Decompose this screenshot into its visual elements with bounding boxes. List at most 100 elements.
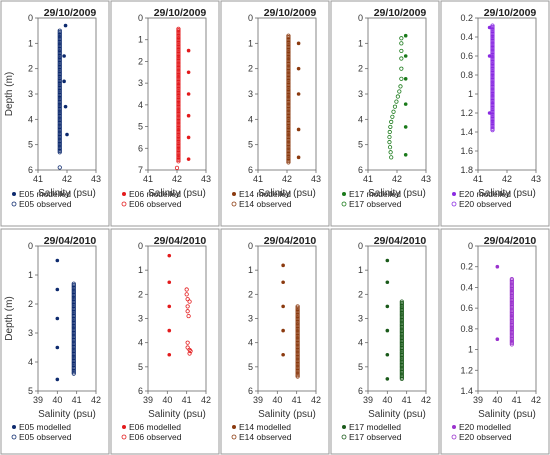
- observed-point: [71, 291, 76, 296]
- observed-point: [57, 134, 62, 139]
- chart-panel-7: 0 1 2 3 4 5 639 40 41 42 29/04/2010 Salinity (psu) E…: [110, 228, 220, 455]
- observed-point: [490, 31, 495, 37]
- observed-point: [490, 27, 495, 32]
- observed-point: [399, 337, 404, 342]
- observed-point: [286, 78, 291, 83]
- observed-point: [57, 60, 62, 65]
- y-tick-label: 0.6: [460, 303, 473, 313]
- observed-point: [57, 36, 62, 42]
- legend-label-observed: E05 observed: [19, 199, 72, 209]
- observed-point: [57, 84, 62, 89]
- observed-point: [490, 73, 495, 78]
- legend-label-observed: E20 observed: [459, 199, 512, 209]
- observed-point: [176, 88, 181, 93]
- observed-point: [187, 299, 192, 304]
- observed-point: [509, 292, 514, 297]
- y-tick-label: 0.2: [460, 262, 473, 272]
- observed-point: [71, 368, 76, 373]
- observed-point: [176, 40, 181, 45]
- observed-point: [176, 102, 181, 107]
- observed-point: [71, 333, 76, 338]
- observed-point: [509, 302, 514, 307]
- observed-point: [286, 49, 291, 54]
- y-tick-label: 2: [248, 289, 253, 299]
- observed-point: [399, 372, 404, 377]
- observed-point: [57, 48, 62, 53]
- observed-point: [71, 325, 76, 330]
- observed-point: [71, 287, 76, 292]
- observed-point: [399, 313, 404, 318]
- y-tick-label: 4: [138, 100, 143, 110]
- observed-point: [490, 115, 495, 120]
- observed-point: [399, 368, 404, 373]
- x-tick-label: 42: [502, 174, 512, 184]
- observed-point: [176, 89, 181, 94]
- observed-point: [57, 136, 62, 141]
- x-tick-label: 41: [402, 395, 412, 405]
- chart-panel-9: 0 1 2 3 4 5 639 40 41 42 29/04/2010 Salinity (psu) E…: [330, 228, 440, 455]
- observed-point: [509, 331, 514, 336]
- y-tick-label: 6: [248, 386, 253, 396]
- observed-point: [399, 307, 404, 313]
- observed-point: [286, 126, 291, 131]
- y-tick-label: 4: [358, 338, 363, 348]
- observed-point: [57, 94, 62, 99]
- y-tick-label: 2: [138, 56, 143, 66]
- observed-point: [399, 359, 404, 365]
- y-tick-label: 0: [138, 241, 143, 251]
- observed-point: [286, 95, 291, 100]
- observed-point: [57, 129, 62, 134]
- chart-panel-2: 0 1 2 3 4 5 6 741 42 43 29/10/2009 Salinity (psu)E0…: [110, 0, 220, 227]
- observed-point: [387, 129, 392, 135]
- observed-point: [71, 365, 76, 371]
- observed-point: [57, 92, 62, 98]
- observed-point: [390, 114, 395, 119]
- observed-point: [57, 91, 62, 96]
- observed-point: [509, 320, 514, 325]
- observed-point: [176, 39, 181, 44]
- observed-point: [490, 123, 495, 129]
- y-tick-label: 3: [358, 314, 363, 324]
- observed-point: [176, 30, 181, 36]
- legend-marker-observed: [11, 434, 17, 440]
- observed-point: [176, 33, 181, 38]
- observed-point: [490, 52, 495, 57]
- observed-point: [185, 304, 190, 309]
- y-tick-label: 0: [138, 13, 143, 23]
- observed-point: [286, 70, 291, 75]
- observed-point: [509, 342, 514, 347]
- observed-point: [490, 36, 495, 41]
- observed-point: [176, 129, 181, 135]
- observed-point: [286, 43, 291, 48]
- modelled-point: [186, 48, 191, 53]
- legend-marker-modelled: [452, 192, 456, 196]
- observed-point: [509, 281, 514, 286]
- observed-point: [176, 107, 181, 112]
- observed-point: [57, 108, 62, 113]
- x-axis-label: Salinity (psu): [148, 409, 206, 420]
- observed-point: [57, 38, 62, 43]
- observed-point: [57, 113, 62, 119]
- observed-point: [57, 101, 62, 106]
- observed-point: [399, 352, 404, 358]
- observed-point: [176, 53, 181, 58]
- chart-panel-3: 0 1 2 3 4 5 641 42 43 29/10/2009 Salinity (psu)E14…: [220, 0, 330, 227]
- observed-point: [295, 364, 300, 369]
- observed-point: [71, 353, 76, 358]
- observed-point: [295, 361, 300, 366]
- observed-point: [71, 294, 76, 299]
- observed-point: [57, 87, 62, 92]
- observed-point: [57, 55, 62, 60]
- observed-point: [509, 325, 514, 330]
- observed-point: [295, 342, 300, 347]
- observed-point: [176, 149, 181, 154]
- observed-point: [184, 287, 189, 292]
- observed-point: [295, 315, 300, 320]
- observed-point: [509, 290, 514, 296]
- observed-point: [490, 38, 495, 44]
- observed-point: [490, 68, 495, 73]
- legend-label-modelled: E14 modelled: [239, 189, 291, 199]
- observed-point: [57, 119, 62, 124]
- observed-point: [57, 73, 62, 78]
- observed-point: [176, 69, 181, 75]
